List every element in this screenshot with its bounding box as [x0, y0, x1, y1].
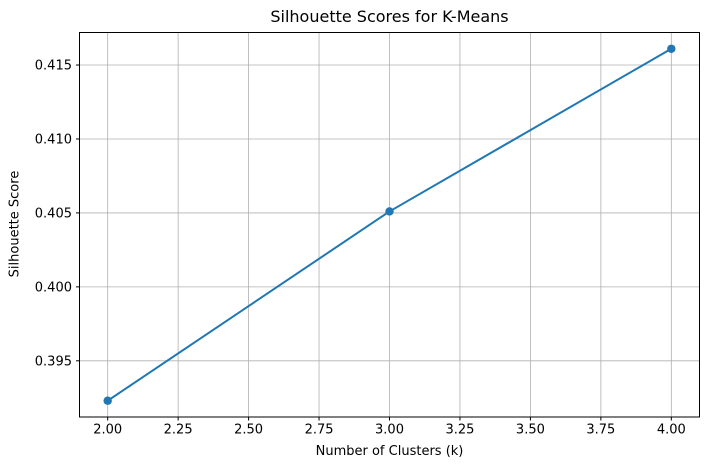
x-axis-label: Number of Clusters (k)	[315, 444, 464, 459]
x-tick-label: 2.50	[234, 423, 263, 438]
x-tick-label: 3.75	[586, 423, 615, 438]
y-tick-label: 0.400	[35, 280, 72, 295]
x-tick-label: 3.25	[445, 423, 474, 438]
chart-title: Silhouette Scores for K-Means	[270, 7, 509, 26]
x-tick-label: 2.25	[164, 423, 193, 438]
x-tick-label: 2.75	[305, 423, 334, 438]
y-tick-label: 0.405	[35, 206, 72, 221]
x-tick-label: 3.50	[516, 423, 545, 438]
data-point	[103, 396, 112, 405]
x-tick-label: 2.00	[93, 423, 122, 438]
x-tick-label: 4.00	[657, 423, 686, 438]
data-point	[385, 207, 394, 216]
axes-spines	[79, 32, 700, 418]
y-tick-label: 0.410	[35, 132, 72, 147]
y-tick-label: 0.395	[35, 354, 72, 369]
y-tick-label: 0.415	[35, 59, 72, 74]
x-tick-label: 3.00	[375, 423, 404, 438]
data-point	[667, 44, 676, 53]
